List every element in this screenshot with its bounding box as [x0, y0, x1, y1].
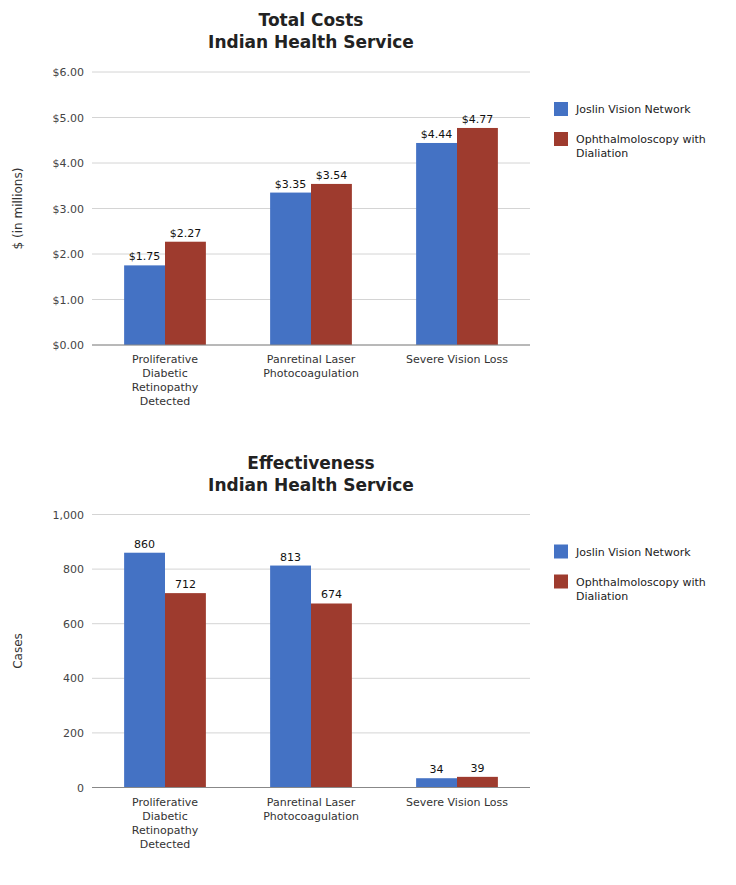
data-label: $2.27 — [170, 227, 202, 240]
y-tick-label: 200 — [63, 727, 84, 740]
title: Total CostsIndian Health Service — [208, 10, 414, 52]
legend-label: Joslin Vision Network — [575, 546, 691, 559]
x-tick-label: Severe Vision Loss — [406, 353, 508, 366]
text-line: Joslin Vision Network — [575, 546, 691, 559]
data-label: $1.75 — [129, 250, 161, 263]
y-tick-label: 600 — [63, 618, 84, 631]
text-line: Detected — [140, 838, 190, 851]
y-tick-label: $5.00 — [53, 112, 85, 125]
text-line: Severe Vision Loss — [406, 353, 508, 366]
text-line: Joslin Vision Network — [575, 103, 691, 116]
data-labels: 860 813 34 712 674 39 — [134, 538, 484, 776]
y-tick-label: 800 — [63, 563, 84, 576]
text-line: Proliferative — [132, 796, 198, 809]
text-line: Photocoagulation — [263, 367, 359, 380]
grid-line — [92, 514, 530, 515]
legend-swatch — [554, 575, 568, 589]
grid-line — [92, 345, 530, 346]
x-tick-label: ProliferativeDiabeticRetinopathyDetected — [132, 796, 199, 851]
text-line: Diabetic — [142, 367, 187, 380]
x-tick-label: ProliferativeDiabeticRetinopathyDetected — [132, 353, 199, 408]
bar — [165, 593, 206, 787]
legend-swatch — [554, 545, 568, 559]
x-axis-line — [92, 787, 530, 788]
x-tick-label: Panretinal LaserPhotocoagulation — [263, 353, 359, 380]
bar — [124, 265, 165, 345]
y-tick-label: $3.00 — [53, 203, 85, 216]
data-label: 674 — [321, 588, 342, 601]
bar — [270, 193, 311, 345]
legend-swatch — [554, 132, 568, 146]
bar — [165, 242, 206, 345]
bar — [311, 184, 352, 345]
data-label: $4.44 — [421, 128, 453, 141]
grid-line — [92, 72, 530, 73]
y-tick-label: $2.00 — [53, 248, 85, 261]
bars — [124, 553, 498, 788]
text-line: Diabetic — [142, 810, 187, 823]
text-line: Proliferative — [132, 353, 198, 366]
data-label: $3.35 — [275, 178, 307, 191]
legend-label: Joslin Vision Network — [575, 103, 691, 116]
y-tick-label: $0.00 — [53, 339, 85, 352]
title: EffectivenessIndian Health Service — [208, 453, 414, 495]
text-line: Total Costs — [259, 10, 364, 30]
y-tick-label: 1,000 — [53, 509, 85, 522]
text-line: Detected — [140, 395, 190, 408]
y-tick-label: $6.00 — [53, 66, 85, 79]
grid-line — [92, 787, 530, 788]
bar — [124, 553, 165, 788]
data-label: 39 — [470, 762, 484, 775]
x-tick-label: Severe Vision Loss — [406, 796, 508, 809]
chart-canvas: Total CostsIndian Health Service$0.00$1.… — [0, 0, 736, 885]
x-tick-label: Panretinal LaserPhotocoagulation — [263, 796, 359, 823]
bar — [457, 777, 498, 788]
bars — [124, 128, 498, 345]
text-line: Ophthalmoloscopy with — [576, 133, 706, 146]
y-tick-label: 0 — [77, 782, 84, 795]
text-line: Ophthalmoloscopy with — [576, 576, 706, 589]
y-tick-label: $4.00 — [53, 157, 85, 170]
data-label: $4.77 — [462, 113, 494, 126]
data-label: $3.54 — [316, 169, 348, 182]
text-line: Indian Health Service — [208, 32, 414, 52]
data-label: 813 — [280, 551, 301, 564]
x-axis-line — [92, 345, 530, 346]
y-axis-label: Cases — [11, 633, 25, 669]
y-tick-label: 400 — [63, 672, 84, 685]
legend-label: Ophthalmoloscopy withDialiation — [576, 133, 706, 160]
data-label: 860 — [134, 538, 155, 551]
bar — [311, 603, 352, 787]
data-label: 34 — [430, 763, 444, 776]
data-label: 712 — [175, 578, 196, 591]
text-line: Retinopathy — [132, 381, 199, 394]
text-line: Severe Vision Loss — [406, 796, 508, 809]
text-line: Effectiveness — [247, 453, 374, 473]
legend-swatch — [554, 102, 568, 116]
text-line: Photocoagulation — [263, 810, 359, 823]
text-line: Retinopathy — [132, 824, 199, 837]
text-line: Panretinal Laser — [267, 353, 356, 366]
bar — [416, 143, 457, 345]
bar — [457, 128, 498, 345]
legend-label: Ophthalmoloscopy withDialiation — [576, 576, 706, 603]
text-line: Dialiation — [576, 590, 628, 603]
text-line: Dialiation — [576, 147, 628, 160]
panel: EffectivenessIndian Health Service 0 200 40… — [11, 453, 706, 851]
y-tick-label: $1.00 — [53, 294, 85, 307]
bar — [416, 778, 457, 787]
panel: Total CostsIndian Health Service $0.00 $1.… — [11, 10, 706, 408]
legend: Joslin Vision Network Ophthalmoloscopy wi… — [554, 102, 706, 160]
text-line: Indian Health Service — [208, 475, 414, 495]
data-labels: $1.75 $3.35 $4.44 $2.27 $3.54 $4.77 — [129, 113, 493, 263]
text-line: Panretinal Laser — [267, 796, 356, 809]
bar — [270, 566, 311, 788]
legend: Joslin Vision Network Ophthalmoloscopy wi… — [554, 545, 706, 603]
y-axis-label: $ (in millions) — [11, 168, 25, 250]
